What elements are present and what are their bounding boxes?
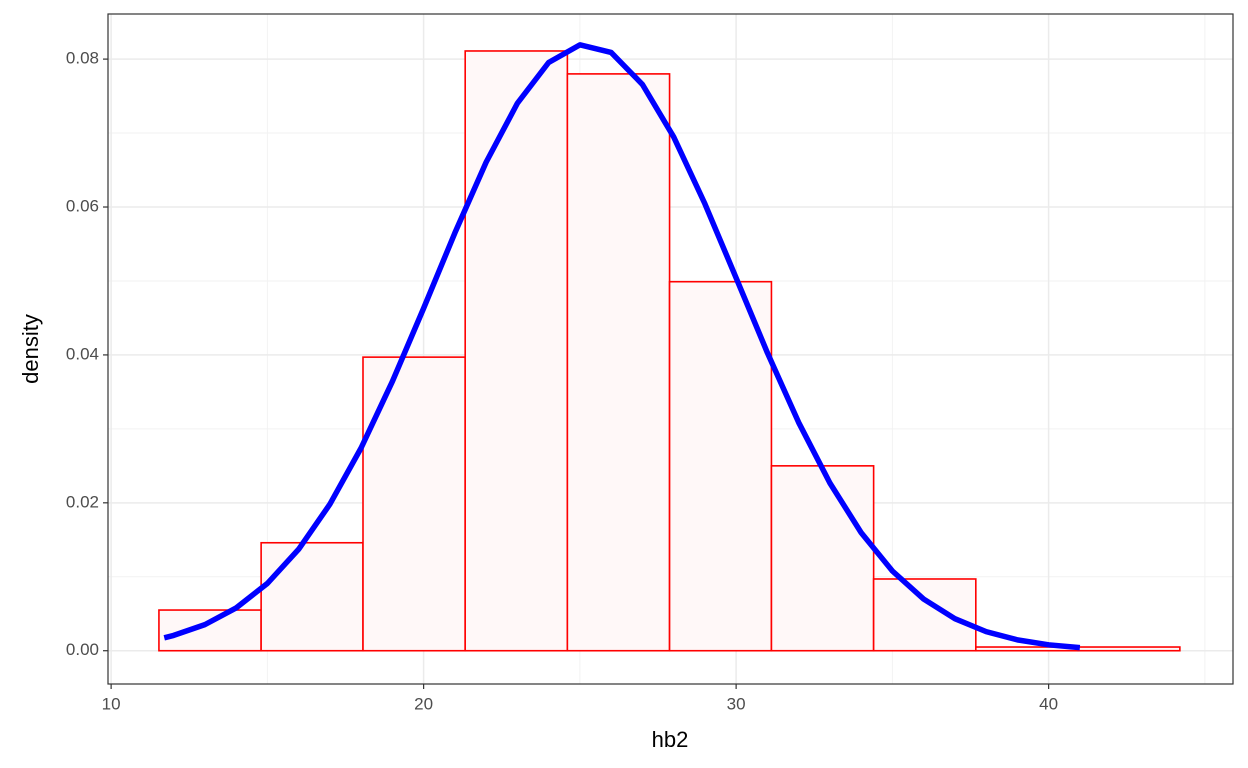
x-axis-title: hb2: [652, 727, 689, 752]
x-tick-label: 20: [414, 694, 433, 713]
bar: [1077, 646, 1181, 652]
bar: [362, 356, 466, 652]
density-curve: [163, 42, 1081, 651]
bar: [566, 73, 671, 652]
y-axis-title: density: [18, 314, 43, 384]
x-tick-label: 10: [102, 694, 121, 713]
x-tick-label: 30: [727, 694, 746, 713]
bar: [770, 465, 875, 652]
x-tick-label: 40: [1039, 694, 1058, 713]
bar: [872, 578, 977, 652]
bar: [464, 50, 569, 652]
y-tick-label: 0.06: [66, 196, 99, 215]
bar: [158, 609, 262, 652]
panel-border: [107, 13, 1234, 685]
y-tick-label: 0.04: [66, 344, 99, 363]
y-tick-label: 0.08: [66, 49, 99, 68]
bar: [260, 541, 364, 652]
y-tick-label: 0.00: [66, 640, 99, 659]
y-tick-label: 0.02: [66, 492, 99, 511]
bar: [668, 280, 773, 652]
